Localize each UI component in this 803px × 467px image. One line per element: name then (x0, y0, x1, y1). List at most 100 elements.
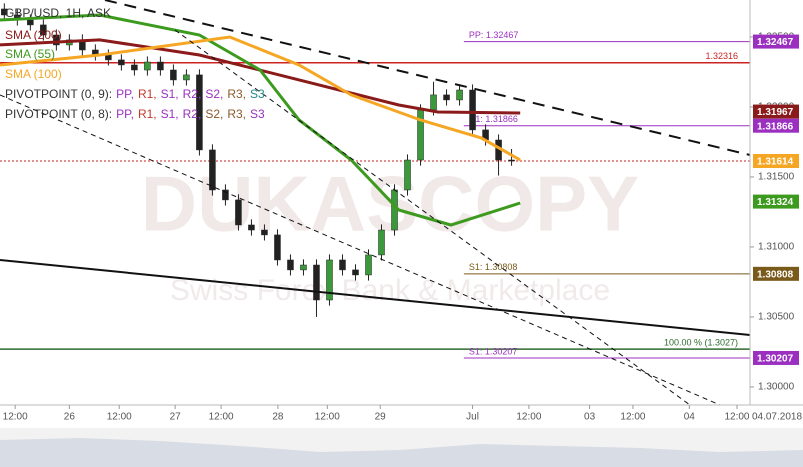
indicator-item: R2, (183, 107, 202, 121)
x-tick-label: Jul (466, 412, 479, 423)
candle-body (170, 69, 177, 81)
candle-body (313, 264, 320, 301)
x-tick-label: 27 (170, 412, 182, 423)
x-tick-label: 12:00 (516, 412, 541, 423)
trend-lines (0, 0, 751, 406)
candle-body (53, 34, 60, 46)
indicator-item: S2, (205, 87, 223, 101)
candle-body (326, 259, 333, 301)
x-tick-label: 12:00 (724, 412, 749, 423)
price-tag-label: 1.31866 (757, 121, 794, 132)
x-tick-label: 12:00 (107, 412, 132, 423)
level-label: 100.00 % (1.3027) (664, 338, 738, 348)
indicator-item: PP, (116, 107, 134, 121)
candle-body (261, 229, 268, 236)
indicator-name: PIVOTPOINT (0, 8): (5, 107, 112, 121)
indicator-item: PP, (116, 87, 134, 101)
candle-body (508, 159, 515, 162)
candle-body (430, 94, 437, 111)
indicator-legend: PIVOTPOINT (0, 8): PP, R1, S1, R2, S2, R3, S3 (5, 107, 265, 121)
x-tick-label: 26 (64, 412, 76, 423)
candle-body (105, 54, 112, 61)
indicator-item: R3, (227, 87, 246, 101)
indicator-name: PIVOTPOINT (0, 9): (5, 87, 112, 101)
candle-body (131, 64, 138, 71)
candle-body (222, 189, 229, 201)
indicator-item: R2, (183, 87, 202, 101)
candle-body (196, 74, 203, 151)
candle-body (183, 74, 190, 81)
channel-line (174, 29, 691, 406)
indicator-item: S2, (205, 107, 223, 121)
legend-title: GBP/USD, 1H, ASK (5, 6, 111, 20)
candle-body (118, 59, 125, 66)
candle-body (27, 19, 34, 26)
candle-body (157, 61, 164, 71)
candle-body (469, 89, 476, 131)
candle-body (365, 254, 372, 276)
y-tick-label: 1.30500 (758, 312, 795, 323)
price-tag (753, 118, 799, 133)
trend-line (104, 0, 751, 156)
price-tag (753, 153, 799, 168)
price-tag-label: 1.30207 (757, 354, 794, 365)
candle-body (40, 24, 47, 36)
x-tick-label: 28 (272, 412, 284, 423)
x-tick-label: 12:00 (315, 412, 340, 423)
indicator-item: R1, (138, 107, 157, 121)
indicator-item: S1, (161, 107, 179, 121)
price-tag-label: 1.31324 (757, 197, 794, 208)
x-tick-label: 12:00 (209, 412, 234, 423)
candle-body (456, 89, 463, 101)
legend-entry: SMA (100) (5, 67, 62, 81)
candle-body (248, 224, 255, 231)
level-label: S1: 1.30808 (469, 262, 518, 272)
candle-body (287, 259, 294, 271)
price-tag-label: 1.30808 (757, 269, 794, 280)
candle-body (404, 159, 411, 191)
price-tag-label: 1.31614 (757, 157, 794, 168)
legend-entry: SMA (200) (5, 28, 62, 42)
candle-body (274, 234, 281, 261)
level-label: S1: 1.30207 (469, 346, 518, 356)
indicator-item: S3 (250, 107, 265, 121)
x-tick-label: 03 (584, 412, 596, 423)
navigator-area (0, 438, 803, 467)
candle-body (144, 61, 151, 71)
price-tag-label: 1.32467 (757, 37, 794, 48)
channel-line (0, 94, 721, 406)
price-tag (753, 266, 799, 281)
sma-line (0, 38, 521, 115)
indicator-legend: PIVOTPOINT (0, 9): PP, R1, S1, R2, S2, R3, S3 (5, 87, 265, 101)
candle-body (391, 189, 398, 231)
support-line (0, 259, 751, 336)
x-tick-label: 12:00 (3, 412, 28, 423)
level-label: PP: 1.32467 (469, 30, 519, 40)
indicator-item: S1, (161, 87, 179, 101)
price-tag (753, 34, 799, 49)
watermark: DUKASCOPY Swiss Forex Bank & Marketplace (141, 160, 639, 307)
plot-area: PP: 1.32467 1.32316 R1: 1.31866 S1: 1.30808… (0, 3, 750, 359)
indicator-item: R1, (138, 87, 157, 101)
level-label: R1: 1.31866 (469, 114, 518, 124)
x-tick-label: 29 (375, 412, 387, 423)
y-tick-label: 1.31000 (758, 242, 795, 253)
x-tick-label: 04 (684, 412, 696, 423)
x-tick-label: 12:00 (620, 412, 645, 423)
y-tick-label: 1.30000 (758, 382, 795, 393)
price-tag-label: 1.31967 (757, 107, 794, 118)
price-tag (753, 194, 799, 209)
candle-body (417, 109, 424, 161)
watermark-brand: DUKASCOPY (141, 160, 639, 248)
candle-body (352, 269, 359, 276)
price-tag (753, 350, 799, 365)
candle-body (209, 149, 216, 191)
candle-body (443, 94, 450, 101)
price-tag (753, 104, 799, 119)
candle-body (1, 8, 8, 16)
level-label: 1.32316 (705, 51, 738, 61)
watermark-tagline: Swiss Forex Bank & Marketplace (170, 274, 610, 307)
candle-body (235, 199, 242, 226)
legend-entry: SMA (55) (5, 47, 55, 61)
